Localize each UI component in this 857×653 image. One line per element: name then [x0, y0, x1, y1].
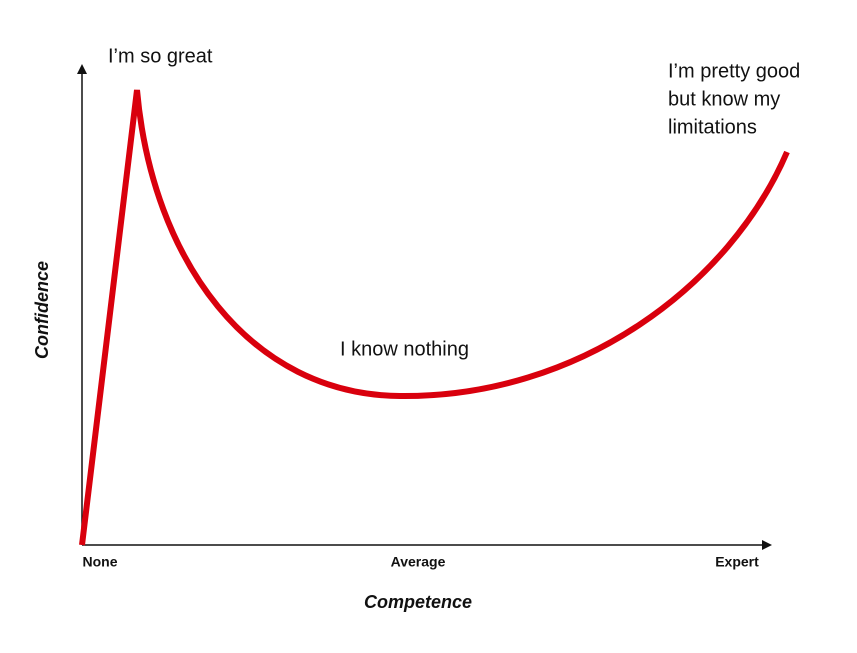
- x-tick-label: Average: [391, 554, 446, 570]
- x-tick-label: None: [83, 554, 118, 570]
- confidence-curve: [79, 89, 790, 546]
- annotation: I’m pretty good: [668, 60, 800, 82]
- annotation: limitations: [668, 116, 757, 138]
- y-axis-title: Confidence: [32, 261, 52, 359]
- annotation: I know nothing: [340, 338, 469, 360]
- annotation: I’m so great: [108, 45, 213, 67]
- annotation: but know my: [668, 88, 780, 110]
- x-axis-title: Competence: [364, 592, 472, 612]
- x-tick-label: Expert: [715, 554, 759, 570]
